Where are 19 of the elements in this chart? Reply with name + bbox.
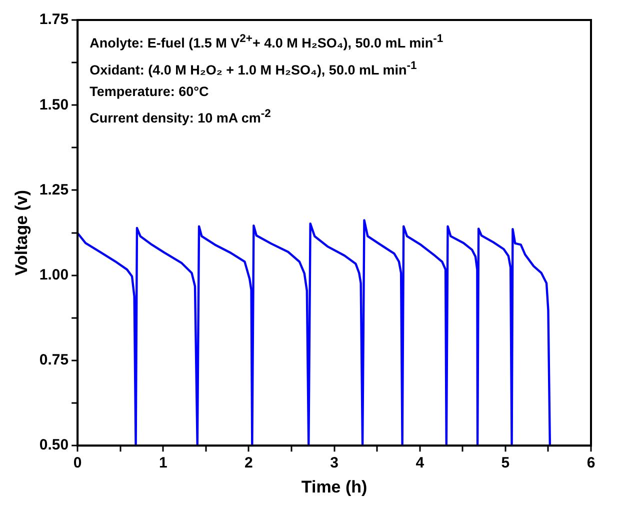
y-tick-label: 1.00 [39,266,69,284]
annotation: Oxidant: (4.0 M H₂O₂ + 1.0 M H₂SO₄), 50.0 mL min$^{-1}$ [90,58,418,80]
y-tick-label: 1.25 [39,181,69,198]
x-axis-title: Time (h) [301,477,368,496]
y-tick-label: 1.50 [39,96,69,114]
x-tick-label: 2 [244,454,253,472]
x-tick-label: 3 [330,454,338,472]
y-tick-label: 1.75 [39,11,69,28]
x-tick-label: 4 [416,454,425,472]
x-tick-label: 6 [586,454,596,472]
y-axis-title: Voltage (v) [12,190,31,276]
y-tick-label: 0.50 [39,436,69,454]
x-tick-label: 0 [73,454,82,472]
annotation: Anolyte: E-fuel (1.5 M V$^{2+}$+ 4.0 M H₂SO₄), 50.0 mL min$^{-1}$ [90,32,444,52]
annotation: Current density: 10 mA cm$^{-2}$ [90,107,272,128]
y-tick-label: 0.75 [39,352,69,369]
x-tick-label: 1 [158,454,168,472]
x-tick-label: 5 [501,454,510,472]
annotation: Temperature: 60°C [90,83,210,101]
